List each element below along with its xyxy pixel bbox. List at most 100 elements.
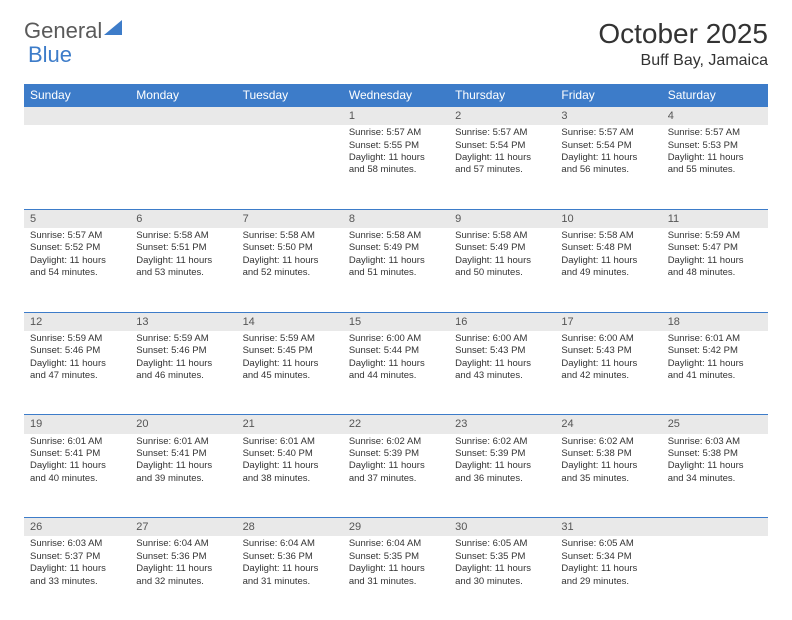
sunrise-line: Sunrise: 5:58 AM xyxy=(561,230,655,242)
sunset-line: Sunset: 5:44 PM xyxy=(349,345,443,357)
daylight-line: Daylight: 11 hours and 38 minutes. xyxy=(243,460,337,485)
calendar-table: SundayMondayTuesdayWednesdayThursdayFrid… xyxy=(24,84,768,620)
day-info-row: Sunrise: 6:03 AMSunset: 5:37 PMDaylight:… xyxy=(24,536,768,620)
sunrise-line: Sunrise: 5:57 AM xyxy=(561,127,655,139)
day-number-cell: 19 xyxy=(24,415,130,434)
daylight-line: Daylight: 11 hours and 44 minutes. xyxy=(349,358,443,383)
sunset-line: Sunset: 5:34 PM xyxy=(561,551,655,563)
sunrise-line: Sunrise: 5:59 AM xyxy=(136,333,230,345)
sunrise-line: Sunrise: 5:58 AM xyxy=(349,230,443,242)
sunrise-line: Sunrise: 6:03 AM xyxy=(668,436,762,448)
sail-icon xyxy=(104,18,124,44)
day-number-row: 262728293031 xyxy=(24,518,768,537)
sunrise-line: Sunrise: 6:03 AM xyxy=(30,538,124,550)
daylight-line: Daylight: 11 hours and 49 minutes. xyxy=(561,255,655,280)
day-number-cell: 13 xyxy=(130,312,236,331)
daylight-line: Daylight: 11 hours and 39 minutes. xyxy=(136,460,230,485)
daylight-line: Daylight: 11 hours and 31 minutes. xyxy=(349,563,443,588)
sunset-line: Sunset: 5:46 PM xyxy=(136,345,230,357)
daylight-line: Daylight: 11 hours and 58 minutes. xyxy=(349,152,443,177)
header: General October 2025 Buff Bay, Jamaica xyxy=(24,18,768,70)
daylight-line: Daylight: 11 hours and 55 minutes. xyxy=(668,152,762,177)
day-number-cell: 27 xyxy=(130,518,236,537)
sunset-line: Sunset: 5:38 PM xyxy=(668,448,762,460)
day-info-cell: Sunrise: 5:59 AMSunset: 5:46 PMDaylight:… xyxy=(24,331,130,415)
daylight-line: Daylight: 11 hours and 43 minutes. xyxy=(455,358,549,383)
sunset-line: Sunset: 5:48 PM xyxy=(561,242,655,254)
day-number-cell: 25 xyxy=(662,415,768,434)
day-number-cell: 6 xyxy=(130,209,236,228)
sunrise-line: Sunrise: 5:59 AM xyxy=(668,230,762,242)
daylight-line: Daylight: 11 hours and 47 minutes. xyxy=(30,358,124,383)
daylight-line: Daylight: 11 hours and 31 minutes. xyxy=(243,563,337,588)
day-info-cell: Sunrise: 6:01 AMSunset: 5:40 PMDaylight:… xyxy=(237,434,343,518)
daylight-line: Daylight: 11 hours and 46 minutes. xyxy=(136,358,230,383)
day-number-cell: 17 xyxy=(555,312,661,331)
sunrise-line: Sunrise: 6:05 AM xyxy=(455,538,549,550)
calendar-body: 1234Sunrise: 5:57 AMSunset: 5:55 PMDayli… xyxy=(24,107,768,620)
day-info-cell: Sunrise: 6:04 AMSunset: 5:36 PMDaylight:… xyxy=(130,536,236,620)
day-info-cell: Sunrise: 5:57 AMSunset: 5:55 PMDaylight:… xyxy=(343,125,449,209)
day-number-cell: 14 xyxy=(237,312,343,331)
day-number-cell: 22 xyxy=(343,415,449,434)
day-number-row: 19202122232425 xyxy=(24,415,768,434)
sunrise-line: Sunrise: 6:01 AM xyxy=(30,436,124,448)
sunrise-line: Sunrise: 5:58 AM xyxy=(243,230,337,242)
daylight-line: Daylight: 11 hours and 29 minutes. xyxy=(561,563,655,588)
day-number-cell: 12 xyxy=(24,312,130,331)
sunset-line: Sunset: 5:35 PM xyxy=(349,551,443,563)
month-title: October 2025 xyxy=(598,18,768,50)
sunrise-line: Sunrise: 6:04 AM xyxy=(136,538,230,550)
day-number-cell: 28 xyxy=(237,518,343,537)
daylight-line: Daylight: 11 hours and 30 minutes. xyxy=(455,563,549,588)
day-info-cell: Sunrise: 6:00 AMSunset: 5:44 PMDaylight:… xyxy=(343,331,449,415)
sunset-line: Sunset: 5:46 PM xyxy=(30,345,124,357)
sunrise-line: Sunrise: 6:04 AM xyxy=(243,538,337,550)
day-info-row: Sunrise: 5:57 AMSunset: 5:55 PMDaylight:… xyxy=(24,125,768,209)
day-number-cell: 10 xyxy=(555,209,661,228)
day-number-cell: 2 xyxy=(449,107,555,126)
day-number-cell xyxy=(130,107,236,126)
day-info-cell: Sunrise: 6:03 AMSunset: 5:37 PMDaylight:… xyxy=(24,536,130,620)
day-info-cell: Sunrise: 6:01 AMSunset: 5:41 PMDaylight:… xyxy=(130,434,236,518)
weekday-header: Tuesday xyxy=(237,84,343,107)
day-info-row: Sunrise: 5:57 AMSunset: 5:52 PMDaylight:… xyxy=(24,228,768,312)
sunset-line: Sunset: 5:45 PM xyxy=(243,345,337,357)
day-number-cell: 5 xyxy=(24,209,130,228)
day-info-cell: Sunrise: 5:58 AMSunset: 5:49 PMDaylight:… xyxy=(449,228,555,312)
sunrise-line: Sunrise: 6:02 AM xyxy=(349,436,443,448)
day-info-cell: Sunrise: 6:02 AMSunset: 5:38 PMDaylight:… xyxy=(555,434,661,518)
day-number-cell: 3 xyxy=(555,107,661,126)
day-info-cell: Sunrise: 6:03 AMSunset: 5:38 PMDaylight:… xyxy=(662,434,768,518)
weekday-header: Sunday xyxy=(24,84,130,107)
day-info-cell: Sunrise: 5:58 AMSunset: 5:50 PMDaylight:… xyxy=(237,228,343,312)
weekday-header: Wednesday xyxy=(343,84,449,107)
day-number-cell: 29 xyxy=(343,518,449,537)
day-number-cell: 15 xyxy=(343,312,449,331)
daylight-line: Daylight: 11 hours and 35 minutes. xyxy=(561,460,655,485)
sunset-line: Sunset: 5:51 PM xyxy=(136,242,230,254)
brand-part1: General xyxy=(24,18,102,44)
sunset-line: Sunset: 5:43 PM xyxy=(455,345,549,357)
day-number-row: 1234 xyxy=(24,107,768,126)
daylight-line: Daylight: 11 hours and 33 minutes. xyxy=(30,563,124,588)
sunset-line: Sunset: 5:40 PM xyxy=(243,448,337,460)
sunset-line: Sunset: 5:43 PM xyxy=(561,345,655,357)
day-number-cell: 20 xyxy=(130,415,236,434)
day-info-cell xyxy=(130,125,236,209)
sunset-line: Sunset: 5:54 PM xyxy=(561,140,655,152)
brand-logo: General xyxy=(24,18,124,44)
day-info-cell: Sunrise: 6:02 AMSunset: 5:39 PMDaylight:… xyxy=(343,434,449,518)
daylight-line: Daylight: 11 hours and 48 minutes. xyxy=(668,255,762,280)
day-number-cell: 31 xyxy=(555,518,661,537)
weekday-header: Saturday xyxy=(662,84,768,107)
sunrise-line: Sunrise: 5:58 AM xyxy=(136,230,230,242)
day-info-cell xyxy=(24,125,130,209)
sunrise-line: Sunrise: 6:01 AM xyxy=(136,436,230,448)
sunrise-line: Sunrise: 5:59 AM xyxy=(243,333,337,345)
day-info-cell xyxy=(237,125,343,209)
day-info-cell: Sunrise: 6:04 AMSunset: 5:36 PMDaylight:… xyxy=(237,536,343,620)
day-info-cell: Sunrise: 5:59 AMSunset: 5:46 PMDaylight:… xyxy=(130,331,236,415)
daylight-line: Daylight: 11 hours and 45 minutes. xyxy=(243,358,337,383)
sunrise-line: Sunrise: 5:57 AM xyxy=(349,127,443,139)
